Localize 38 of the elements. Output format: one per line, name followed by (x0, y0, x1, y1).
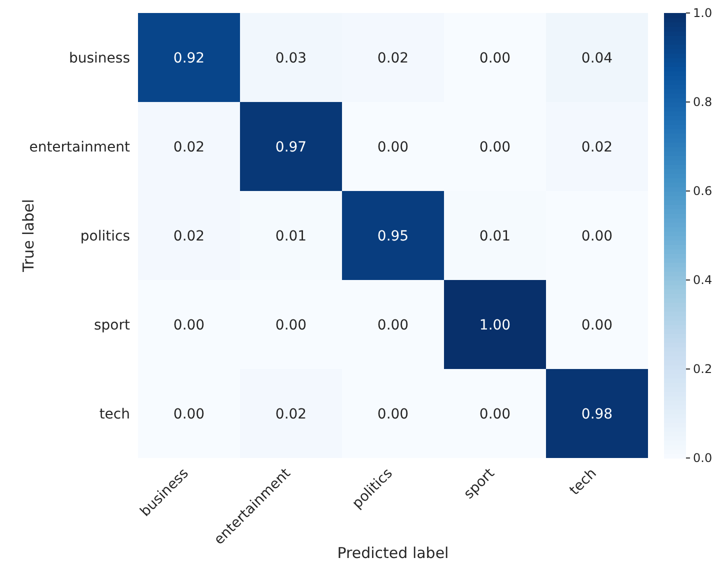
data-label: 0.98 (581, 406, 613, 422)
data-label: 0.00 (581, 228, 613, 244)
y-tick-label: entertainment (29, 139, 131, 156)
data-label: 0.95 (377, 228, 409, 244)
data-label: 0.00 (275, 317, 307, 334)
color-bar-label: 0.4 (693, 273, 712, 288)
data-label: 0.02 (173, 228, 205, 244)
data-label: 0.92 (173, 50, 205, 66)
data-label: 0.00 (377, 317, 409, 334)
y-tick-label: business (68, 50, 130, 66)
y-tick-label: tech (99, 406, 130, 422)
data-label: 0.00 (479, 139, 511, 156)
data-label: 0.00 (173, 317, 205, 334)
data-label: 0.03 (275, 50, 307, 66)
data-label: 0.00 (479, 50, 511, 66)
data-label: 0.00 (173, 406, 205, 422)
data-label: 0.00 (377, 406, 409, 422)
y-tick-label: politics (80, 228, 130, 244)
data-label: 0.02 (275, 406, 307, 422)
color-bar-label: 0.2 (693, 362, 712, 376)
data-label: 0.97 (275, 139, 307, 156)
data-label: 0.00 (377, 139, 409, 156)
data-label: 0.00 (581, 317, 613, 334)
y-axis-title: True label (19, 199, 38, 273)
data-label: 0.02 (173, 139, 205, 156)
data-label: 0.01 (275, 228, 307, 244)
data-label: 0.00 (479, 406, 511, 422)
color-bar-label: 0.8 (693, 95, 712, 110)
y-tick-label: sport (94, 317, 130, 334)
x-axis-title: Predicted label (337, 544, 449, 562)
data-label: 1.00 (479, 317, 511, 334)
data-label: 0.02 (581, 139, 613, 156)
data-label: 0.01 (479, 228, 511, 244)
color-bar-label: 1.0 (693, 6, 712, 20)
data-label: 0.02 (377, 50, 409, 66)
color-bar-label: 0.0 (693, 451, 712, 466)
data-label: 0.04 (581, 50, 613, 66)
color-bar-label: 0.6 (693, 184, 712, 198)
